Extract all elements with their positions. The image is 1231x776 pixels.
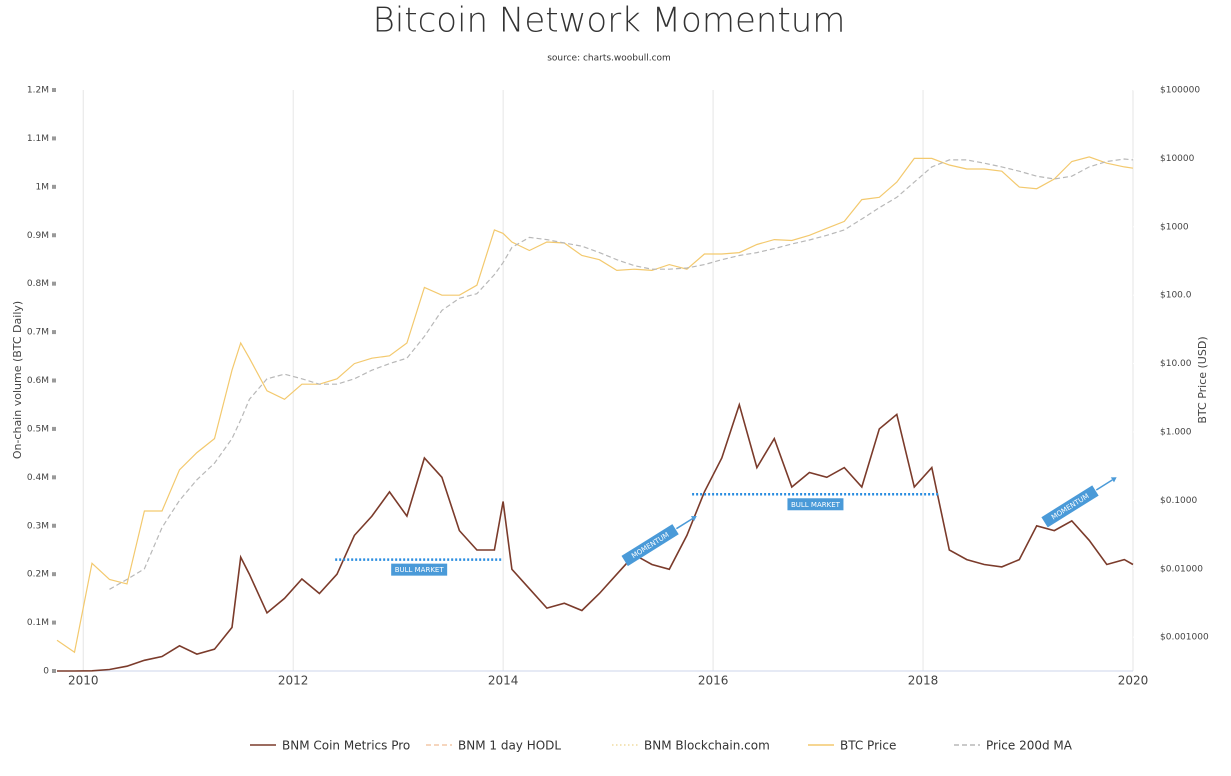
legend-item[interactable]: BNM Coin Metrics Pro [250,739,410,753]
y2-tick-label: $1000 [1160,222,1189,232]
y-tick-mark [52,136,56,141]
y2-tick-label: $0.001000 [1160,633,1209,643]
y2-tick-label: $10000 [1160,154,1195,164]
y-tick-mark [52,426,56,431]
momentum-annotation: MOMENTUM [621,515,697,567]
y-tick-label: 0.6M [27,376,49,386]
y-tick-mark [52,233,56,238]
y-tick-mark [52,523,56,528]
x-tick-label: 2020 [1118,674,1149,688]
annotation-arrowhead [1110,477,1117,483]
y-tick-label: 0.1M [27,618,49,628]
y-tick-mark [52,475,56,480]
y-tick-mark [52,281,56,286]
y-tick-label: 0.8M [27,279,49,289]
legend-item[interactable]: Price 200d MA [954,739,1073,753]
y-tick-label: 1.2M [27,86,49,96]
y-tick-mark [52,378,56,383]
chart-title: Bitcoin Network Momentum [373,1,846,41]
series-line [56,156,1134,654]
y2-tick-label: $10.00 [1160,359,1192,369]
legend-label: Price 200d MA [986,739,1073,753]
annotation-label: BULL MARKET [791,501,841,509]
legend-label: BNM Blockchain.com [644,739,770,753]
y-axis-title: On-chain volume (BTC Daily) [11,301,24,459]
legend-label: BTC Price [840,739,896,753]
y-tick-mark [52,88,56,92]
annotation-label: BULL MARKET [395,566,445,574]
x-tick-label: 2010 [68,674,99,688]
annotation-box [621,524,679,567]
x-tick-label: 2018 [908,674,939,688]
legend-label: BNM Coin Metrics Pro [282,739,410,753]
y-tick-mark [52,620,56,625]
annotation-label: MOMENTUM [1050,492,1090,521]
y-tick-mark [52,330,56,335]
series-line [57,401,1134,672]
x-tick-label: 2014 [488,674,519,688]
y2-tick-label: $100.0 [1160,291,1192,301]
annotation-arrow [1095,479,1113,491]
y-tick-mark [52,184,56,189]
y-tick-label: 0.7M [27,328,49,338]
x-tick-label: 2016 [698,674,729,688]
y2-tick-label: $100000 [1160,86,1200,96]
y-tick-label: 0.9M [27,231,49,241]
y-tick-mark [52,572,56,577]
annotation-box [391,563,448,576]
annotation-arrow [676,517,693,530]
y-tick-label: 1M [36,182,50,192]
y2-tick-label: $1.000 [1160,427,1192,437]
y-tick-label: 0.4M [27,473,49,483]
y-tick-label: 0 [43,667,49,677]
y2-tick-label: $0.01000 [1160,564,1203,574]
y-tick-label: 0.5M [27,424,49,434]
annotation-box [1041,485,1099,528]
momentum-annotation: MOMENTUM [1041,477,1117,528]
legend-item[interactable]: BNM Blockchain.com [612,739,770,753]
y-tick-mark [52,669,56,673]
y-tick-label: 0.3M [27,521,49,531]
y2-tick-label: $0.1000 [1160,496,1197,506]
y2-axis-title: BTC Price (USD) [1196,336,1209,423]
legend-item[interactable]: BTC Price [808,739,896,753]
series-line [109,158,1134,590]
legend-label: BNM 1 day HODL [458,739,561,753]
annotation-arrowhead [690,515,697,522]
annotation-label: MOMENTUM [630,531,670,560]
legend-item[interactable]: BNM 1 day HODL [426,739,561,753]
chart-subtitle: source: charts.woobull.com [547,54,671,64]
y-tick-label: 1.1M [27,134,49,144]
x-tick-label: 2012 [278,674,309,688]
y-tick-label: 0.2M [27,570,49,580]
annotation-box [787,498,844,511]
